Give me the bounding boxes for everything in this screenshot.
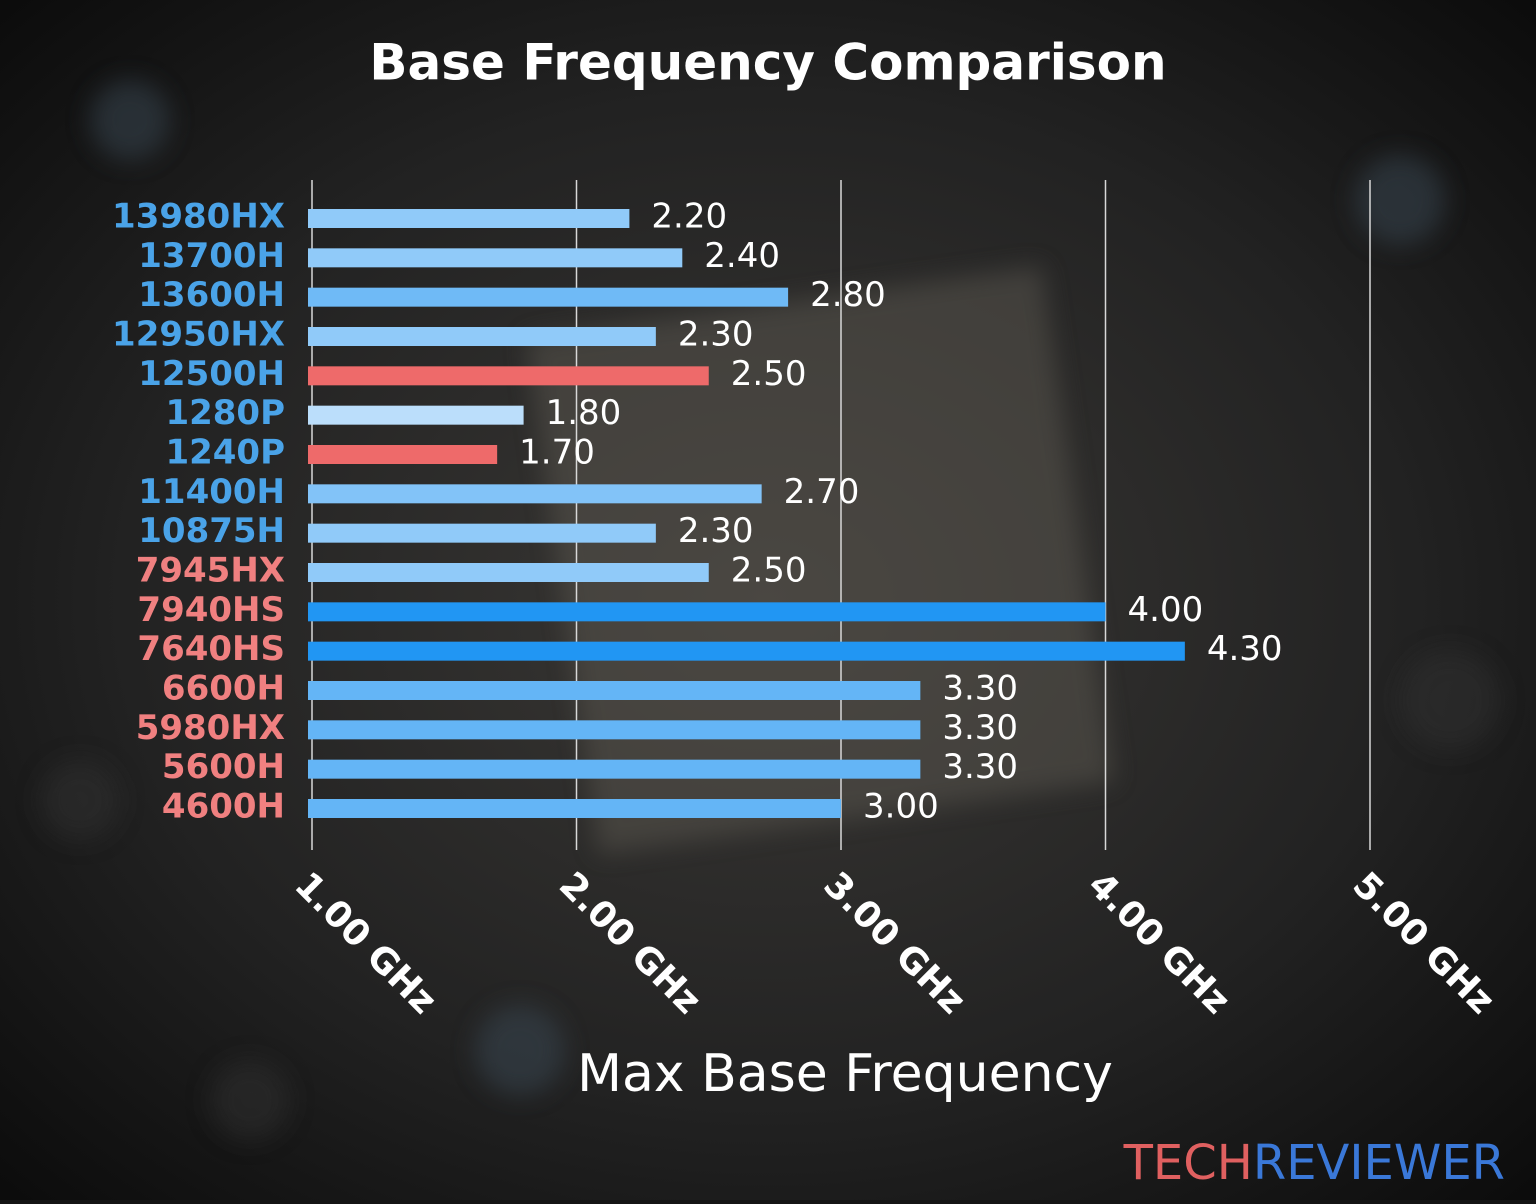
value-label: 2.30 [678, 511, 754, 551]
bar [308, 484, 762, 504]
value-label: 2.70 [784, 472, 860, 512]
value-label: 4.30 [1207, 629, 1283, 669]
y-tick-label: 10875H [138, 511, 285, 551]
y-tick-label: 12950HX [112, 315, 285, 355]
value-label: 2.50 [731, 354, 807, 394]
value-label: 3.00 [863, 787, 939, 827]
background-decor [40, 80, 1500, 1140]
bar [308, 720, 921, 740]
value-label: 1.80 [546, 393, 622, 433]
y-tick-label: 6600H [162, 669, 285, 709]
chart-title: Base Frequency Comparison [369, 34, 1166, 92]
y-tick-label: 7945HX [136, 551, 285, 591]
y-tick-label: 4600H [162, 787, 285, 827]
y-tick-label: 11400H [138, 472, 285, 512]
y-tick-label: 5600H [162, 747, 285, 787]
y-tick-label: 13700H [138, 236, 285, 276]
y-tick-label: 13980HX [112, 197, 285, 237]
watermark-part: TECH [1123, 1135, 1253, 1191]
bar [308, 681, 921, 700]
value-label: 2.30 [678, 315, 754, 355]
value-label: 3.30 [942, 708, 1018, 748]
value-label: 2.20 [651, 197, 727, 237]
plot: 1.00 GHz 2.00 GHz 3.00 GHz 4.00 GHz 5.00 GHz… [112, 180, 1502, 1022]
value-label: 3.30 [942, 669, 1018, 709]
bar [308, 209, 630, 228]
y-tick-label: 13600H [138, 275, 285, 315]
x-axis-label: Max Base Frequency [577, 1044, 1113, 1104]
bar [308, 602, 1106, 622]
value-label: 2.80 [810, 275, 886, 315]
value-label: 2.50 [731, 551, 807, 591]
y-tick-label: 7940HS [137, 590, 285, 630]
y-tick-label: 1280P [165, 393, 285, 433]
bar [308, 759, 921, 779]
y-tick-label: 12500H [138, 354, 285, 394]
bar [308, 799, 841, 818]
y-tick-label: 1240P [165, 433, 285, 473]
value-label: 1.70 [519, 433, 595, 473]
bar [308, 405, 524, 425]
bar [308, 641, 1185, 661]
bar [308, 445, 498, 464]
bar [308, 248, 683, 268]
bar [308, 563, 709, 582]
y-tick-label: 5980HX [136, 708, 285, 748]
value-label: 4.00 [1128, 590, 1204, 630]
bar [308, 287, 789, 307]
watermark: TECHREVIEWER [1123, 1135, 1505, 1191]
y-tick-label: 7640HS [137, 629, 285, 669]
bar [308, 327, 656, 346]
bar [308, 366, 709, 386]
value-label: 3.30 [942, 747, 1018, 787]
watermark-part: REVIEWER [1253, 1135, 1505, 1191]
bar [308, 523, 656, 543]
value-label: 2.40 [704, 236, 780, 276]
